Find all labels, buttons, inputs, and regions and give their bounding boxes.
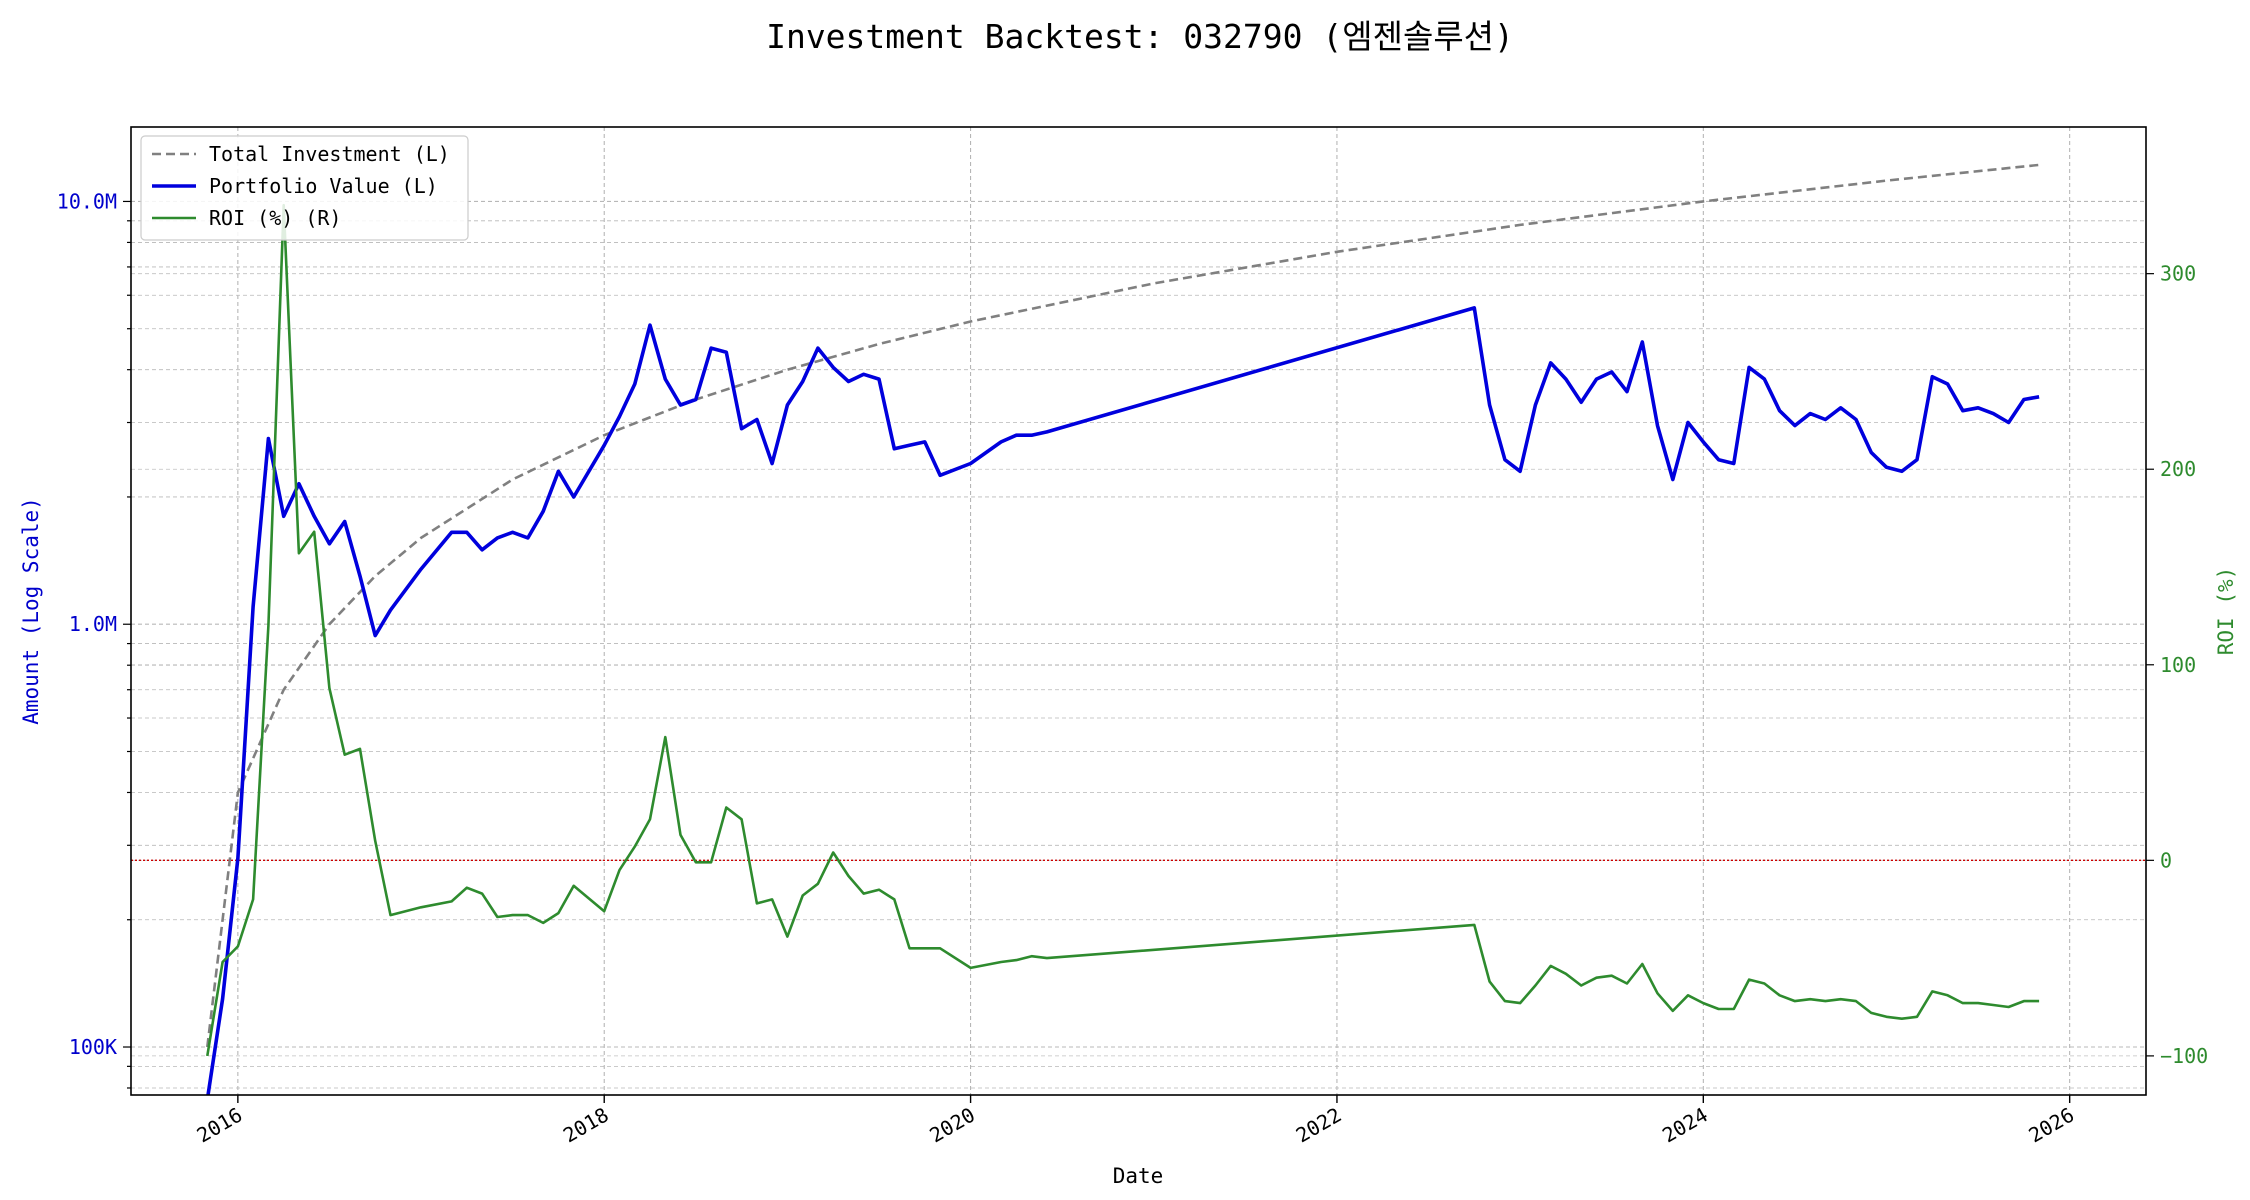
chart-title: Investment Backtest: 032790 (엠젠솔루션) bbox=[766, 17, 1514, 56]
plot-frame bbox=[130, 126, 2147, 1096]
right-tick-label: 200 bbox=[2160, 457, 2196, 481]
left-tick-label: 10.0M bbox=[57, 189, 117, 213]
legend-box bbox=[140, 135, 469, 241]
left-axis-label: Amount (Log Scale) bbox=[19, 497, 43, 725]
grid-lines bbox=[131, 127, 2146, 1095]
right-tick-label: 100 bbox=[2160, 653, 2196, 677]
legend: Total Investment (L) Portfolio Value (L) R… bbox=[140, 135, 469, 241]
x-axis-label: Date bbox=[1113, 1164, 1164, 1188]
series-lines bbox=[206, 163, 2040, 1095]
legend-label: Portfolio Value (L) bbox=[209, 174, 438, 198]
left-tick-label: 100K bbox=[69, 1035, 117, 1059]
left-tick-label: 1.0M bbox=[69, 612, 117, 636]
legend-label: Total Investment (L) bbox=[209, 142, 450, 166]
right-tick-label: 300 bbox=[2160, 262, 2196, 286]
series-line-2 bbox=[206, 203, 2040, 1057]
series-line-0 bbox=[206, 163, 2040, 1048]
right-tick-label: 0 bbox=[2160, 848, 2172, 872]
right-axis-label: ROI (%) bbox=[2214, 567, 2238, 656]
left-axis-ticks: 100K 1.0M 10.0M bbox=[57, 189, 131, 1089]
series-line-1 bbox=[206, 306, 2040, 1095]
legend-label: ROI (%) (R) bbox=[209, 206, 341, 230]
right-tick-label: −100 bbox=[2160, 1044, 2208, 1068]
right-axis-ticks: −100 0 100 200 300 bbox=[2146, 262, 2208, 1068]
